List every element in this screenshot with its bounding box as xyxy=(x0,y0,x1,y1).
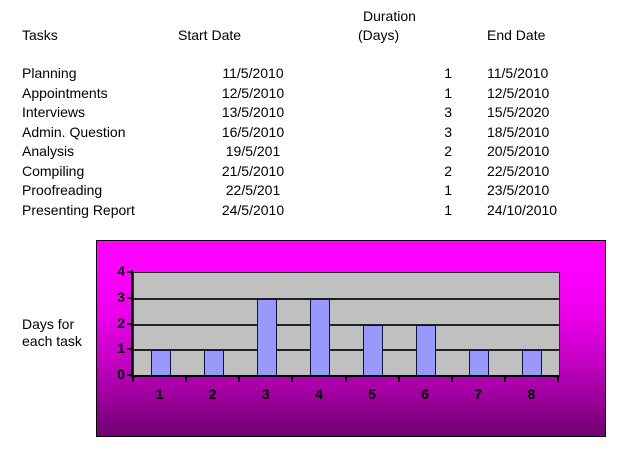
y-axis-tick xyxy=(127,296,133,299)
x-axis-tick xyxy=(503,377,506,382)
start-date-cell: 24/5/2010 xyxy=(221,201,285,218)
x-axis-label: 8 xyxy=(527,386,536,402)
table-row: Analysis 19/5/201 2 20/5/2010 xyxy=(0,143,625,162)
y-axis-tick xyxy=(127,374,133,376)
bar-task-5 xyxy=(363,324,384,376)
chart-plot-area xyxy=(133,272,560,377)
y-axis-label: 1 xyxy=(117,340,125,357)
end-date-cell: 18/5/2010 xyxy=(487,123,550,140)
x-axis-label: 2 xyxy=(208,386,217,402)
start-date-cell: 19/5/201 xyxy=(225,143,281,159)
start-date-cell: 21/5/2010 xyxy=(221,162,285,179)
start-date-column-header: Start Date xyxy=(178,27,242,43)
x-axis-tick xyxy=(397,377,400,382)
duration-cell: 2 xyxy=(444,162,452,179)
x-axis-tick xyxy=(450,377,453,382)
start-date-cell: 12/5/2010 xyxy=(221,84,285,101)
bar-task-7 xyxy=(469,350,490,376)
end-date-cell: 12/5/2010 xyxy=(487,84,550,101)
x-axis-tick xyxy=(557,377,559,382)
table-row: Compiling 21/5/2010 2 22/5/2010 xyxy=(0,163,625,182)
end-date-cell: 23/5/2010 xyxy=(487,182,550,198)
end-date-cell: 22/5/2010 xyxy=(487,162,550,179)
y-axis-label: 4 xyxy=(117,263,125,279)
duration-cell: 3 xyxy=(444,104,452,120)
start-date-cell: 13/5/2010 xyxy=(221,104,285,120)
table-row: Admin. Question 16/5/2010 3 18/5/2010 xyxy=(0,124,625,143)
x-axis-label: 4 xyxy=(315,386,323,402)
y-axis-label: 2 xyxy=(117,314,125,331)
tasks-column-header: Tasks xyxy=(22,27,58,43)
bar-task-2 xyxy=(203,350,224,376)
chart-container: 0 1 2 3 4 1 2 3 4 5 6 7 8 xyxy=(96,240,606,437)
x-axis-label: 6 xyxy=(421,386,430,402)
x-axis-label: 3 xyxy=(261,386,270,402)
x-axis-tick xyxy=(291,377,294,382)
gridline xyxy=(134,297,559,300)
end-date-cell: 11/5/2010 xyxy=(487,65,549,81)
bar-task-6 xyxy=(416,324,437,376)
start-date-cell: 22/5/201 xyxy=(225,182,281,198)
task-cell: Analysis xyxy=(22,143,75,159)
task-cell: Proofreading xyxy=(22,182,103,198)
table-row: Proofreading 22/5/201 1 23/5/2010 xyxy=(0,182,625,201)
x-axis-label: 1 xyxy=(155,386,164,402)
x-axis-tick xyxy=(238,377,241,382)
chart-y-axis-title: Days for each task xyxy=(22,316,82,349)
duration-cell: 1 xyxy=(444,84,452,101)
bar-task-8 xyxy=(522,350,543,376)
task-cell: Appointments xyxy=(22,84,108,101)
duration-cell: 2 xyxy=(444,143,452,159)
y-axis-tick xyxy=(127,322,133,325)
table-row: Appointments 12/5/2010 1 12/5/2010 xyxy=(0,85,625,104)
duration-column-header: Duration xyxy=(363,8,416,24)
y-axis-label: 3 xyxy=(117,288,125,305)
start-date-cell: 11/5/2010 xyxy=(222,65,284,81)
y-axis-tick xyxy=(127,348,133,351)
duration-cell: 1 xyxy=(444,182,452,198)
task-cell: Interviews xyxy=(22,104,86,120)
task-cell: Compiling xyxy=(22,162,85,179)
duration-cell: 3 xyxy=(444,123,452,140)
end-date-cell: 24/10/2010 xyxy=(487,201,558,218)
x-axis-tick xyxy=(132,377,134,382)
x-axis-label: 7 xyxy=(474,386,483,402)
y-axis-tick xyxy=(127,271,133,273)
task-cell: Presenting Report xyxy=(22,201,135,218)
table-row: Presenting Report 24/5/2010 1 24/10/2010 xyxy=(0,202,625,221)
bar-task-4 xyxy=(309,298,330,376)
gridline xyxy=(134,349,559,352)
task-cell: Admin. Question xyxy=(22,123,126,140)
bar-task-3 xyxy=(256,298,277,376)
end-date-cell: 15/5/2020 xyxy=(487,104,550,120)
x-axis-label: 5 xyxy=(368,386,376,402)
gridline xyxy=(134,323,559,326)
table-row: Planning 11/5/2010 1 11/5/2010 xyxy=(0,65,625,84)
duration-units-header: (Days) xyxy=(358,27,400,43)
duration-cell: 1 xyxy=(444,65,452,81)
end-date-cell: 20/5/2010 xyxy=(487,143,550,159)
x-axis-tick xyxy=(185,377,188,382)
start-date-cell: 16/5/2010 xyxy=(221,123,285,140)
x-axis-line xyxy=(131,375,559,377)
duration-cell: 1 xyxy=(444,201,452,218)
end-date-column-header: End Date xyxy=(487,27,546,43)
task-cell: Planning xyxy=(22,65,77,81)
table-row: Interviews 13/5/2010 3 15/5/2020 xyxy=(0,104,625,123)
y-axis-label: 0 xyxy=(117,366,125,382)
bar-task-1 xyxy=(150,350,171,376)
x-axis-tick xyxy=(344,377,347,382)
